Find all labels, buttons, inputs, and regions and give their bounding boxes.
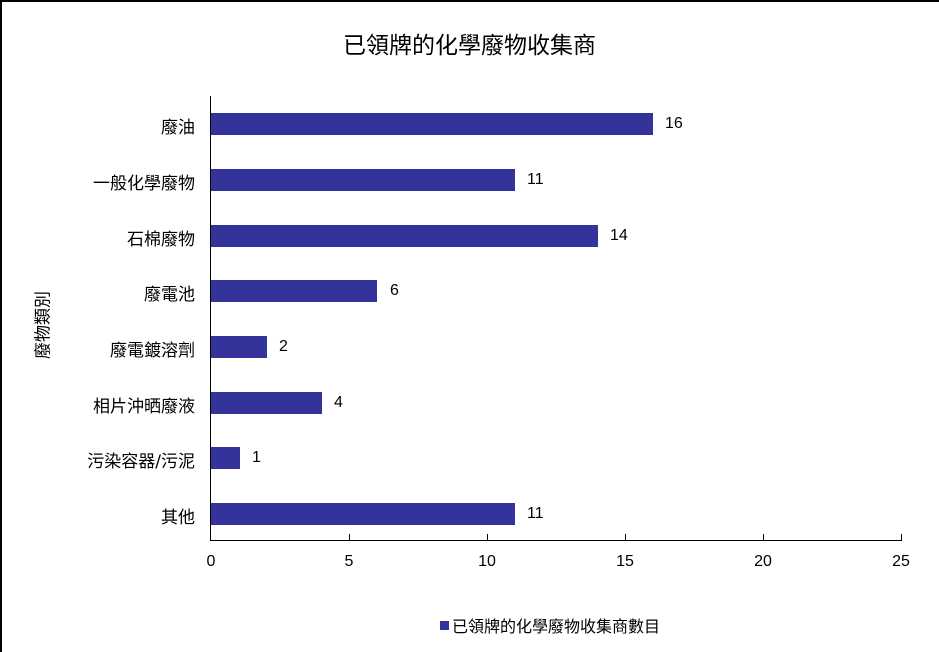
bar (211, 447, 240, 469)
legend-swatch-icon (440, 620, 449, 630)
category-label: 廢電池 (144, 285, 195, 305)
x-tick-label: 20 (754, 553, 772, 570)
x-tick-label: 0 (206, 553, 216, 570)
bar-value-label: 2 (279, 338, 288, 355)
y-axis-line (210, 96, 211, 541)
x-tick (901, 534, 902, 541)
x-tick-label: 15 (616, 553, 634, 570)
category-label: 廢電鍍溶劑 (110, 341, 195, 361)
legend-label: 已領牌的化學廢物收集商數目 (452, 617, 661, 636)
x-tick (763, 534, 764, 541)
category-label: 一般化學廢物 (93, 174, 195, 194)
bar (211, 225, 598, 247)
bar-value-label: 6 (390, 282, 399, 299)
bar (211, 169, 515, 191)
bar (211, 392, 322, 414)
chart-title: 已領牌的化學廢物收集商 (343, 33, 596, 59)
bar-value-label: 1 (252, 449, 261, 466)
category-label: 相片沖晒廢液 (93, 397, 195, 417)
x-tick (625, 534, 626, 541)
bar (211, 503, 515, 525)
bar-value-label: 11 (527, 505, 544, 522)
x-tick-label: 5 (344, 553, 354, 570)
x-tick-label: 25 (892, 553, 910, 570)
bar (211, 113, 653, 135)
bar-value-label: 11 (527, 171, 544, 188)
x-axis-line (210, 540, 902, 541)
category-label: 石棉廢物 (127, 230, 195, 250)
x-tick-label: 10 (478, 553, 496, 570)
category-label: 污染容器/污泥 (87, 452, 195, 472)
legend: 已領牌的化學廢物收集商數目 (440, 613, 660, 637)
x-tick (487, 534, 488, 541)
category-label: 其他 (161, 508, 195, 528)
x-tick (210, 534, 211, 541)
bar (211, 336, 267, 358)
bar-value-label: 14 (610, 227, 628, 244)
x-tick (349, 534, 350, 541)
bar-value-label: 4 (334, 394, 343, 411)
category-label: 廢油 (161, 118, 195, 138)
bar (211, 280, 377, 302)
bar-value-label: 16 (665, 115, 683, 132)
